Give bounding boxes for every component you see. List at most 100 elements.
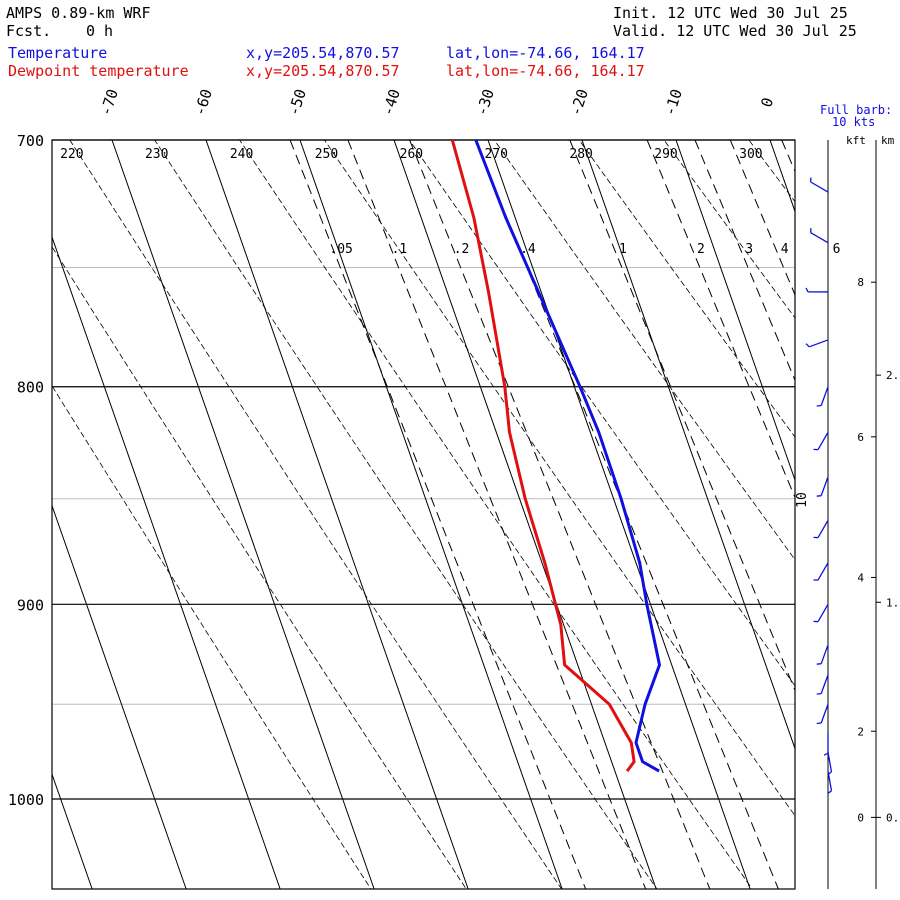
dry-adiabat-line (731, 3, 900, 900)
mixing-ratio-line (781, 140, 795, 173)
mixing-ratio-label: .05 (329, 242, 352, 257)
isotherm-line (111, 140, 375, 889)
dry-adiabat-line (493, 140, 795, 561)
mixing-ratio-label: .1 (392, 242, 408, 257)
dry-adiabat-line (69, 140, 563, 889)
km-axis-title: km (881, 134, 895, 147)
wind-barb-staff (817, 432, 829, 451)
isotherm-label: -10 (660, 87, 685, 118)
mixing-ratio-line (729, 140, 795, 297)
legend-temperature-label: Temperature (8, 44, 108, 62)
wind-barb-staff (810, 232, 829, 244)
isotherm-label: -40 (378, 87, 403, 118)
km-tick-label: 2. (886, 369, 899, 382)
wind-barb-staff (810, 181, 829, 193)
isotherm-line (52, 235, 281, 889)
mixing-ratio-line (569, 140, 795, 692)
fcst-value: 0 h (86, 22, 114, 40)
wind-barb-staff (820, 704, 829, 724)
legend-temperature-xy: x,y=205.54,870.57 (246, 44, 400, 62)
wind-barb-flag (823, 752, 829, 756)
dry-adiabat-label: 230 (145, 147, 168, 162)
mixing-ratio-label: .4 (520, 242, 536, 257)
wind-barb-flag (816, 722, 822, 725)
mixing-ratio-label: 4 (781, 242, 789, 257)
isotherm-label: -70 (96, 87, 121, 118)
legend-dewpoint-label: Dewpoint temperature (8, 62, 189, 80)
mixing-ratio-label: .2 (454, 242, 470, 257)
isotherm-line (675, 140, 795, 482)
pressure-tick-label: 900 (17, 596, 44, 614)
wind-barb-flag (805, 343, 810, 348)
dry-adiabat-label: 300 (739, 147, 762, 162)
isotherm-label: -50 (284, 87, 309, 118)
dry-adiabat-line (324, 140, 795, 817)
wind-barb-flag (816, 692, 822, 695)
dry-adiabat-line (408, 140, 795, 687)
wind-barb-staff (820, 674, 829, 694)
isotherm-line (52, 504, 187, 889)
init-time: Init. 12 UTC Wed 30 Jul 25 (613, 4, 848, 22)
wind-barb-flag (816, 663, 822, 665)
wind-barb-flag (827, 771, 832, 776)
kft-tick-label: 4 (857, 571, 864, 584)
dry-adiabat-label: 270 (485, 147, 508, 162)
dry-adiabat-label: 260 (400, 147, 423, 162)
isotherm-line (205, 140, 469, 889)
wind-barb-flag (816, 404, 822, 407)
kft-axis-title: kft (846, 134, 866, 147)
isotherm-label: -30 (472, 87, 497, 118)
isotherm-line (487, 140, 751, 889)
valid-time: Valid. 12 UTC Wed 30 Jul 25 (613, 22, 857, 40)
dry-adiabat-line (52, 246, 467, 889)
isotherm-line (52, 772, 93, 889)
km-tick-label: 1. (886, 596, 899, 609)
wind-barb-flag (816, 495, 822, 497)
pressure-tick-label: 700 (17, 132, 44, 150)
wind-barb-staff (817, 562, 829, 581)
mixing-ratio-label: 2 (697, 242, 705, 257)
dry-adiabat-label: 240 (230, 147, 253, 162)
wind-barb-staff (820, 644, 829, 664)
model-title: AMPS 0.89-km WRF (6, 4, 151, 22)
isotherm-line (393, 140, 657, 889)
wind-barb-staff (817, 604, 829, 623)
barb-note-line2: 10 kts (832, 115, 875, 129)
dry-adiabat-line (578, 140, 795, 438)
temperature-profile-line (474, 140, 661, 773)
mixing-ratio-label: 3 (745, 242, 753, 257)
kft-tick-label: 8 (857, 276, 864, 289)
fcst-label: Fcst. (6, 22, 52, 40)
mixing-ratio-label: 6 (833, 242, 841, 257)
wind-speed-label: 10 (795, 492, 810, 508)
plot-frame (51, 139, 796, 890)
barb-note-line1: Full barb: (820, 103, 892, 117)
isotherm-label: -20 (566, 87, 591, 118)
dry-adiabat-line (748, 140, 795, 203)
wind-barb-flag (805, 287, 809, 293)
isotherm-line (581, 140, 795, 751)
dry-adiabat-line (239, 140, 753, 889)
legend-dewpoint-xy: x,y=205.54,870.57 (246, 62, 400, 80)
dry-adiabat-line (154, 140, 658, 889)
isotherm-line (299, 140, 563, 889)
kft-tick-label: 2 (857, 725, 864, 738)
dry-adiabat-label: 220 (60, 147, 83, 162)
dry-adiabat-line (52, 385, 372, 889)
isotherm-line (864, 140, 900, 889)
wind-barb-staff (817, 520, 829, 539)
wind-barb-staff (820, 386, 829, 406)
wind-barb-staff (820, 476, 829, 496)
dry-adiabat-line (663, 140, 795, 319)
pressure-tick-label: 1000 (8, 791, 44, 809)
dewpoint-profile-line (450, 140, 636, 772)
pressure-tick-label: 800 (17, 379, 44, 397)
kft-tick-label: 6 (857, 431, 864, 444)
dry-adiabat-label: 280 (569, 147, 592, 162)
wind-barb-flag (827, 790, 832, 794)
mixing-ratio-line (646, 140, 795, 499)
isotherm-label: -60 (190, 87, 215, 118)
wind-barb-staff (827, 752, 833, 773)
km-tick-label: 0. (886, 811, 899, 824)
